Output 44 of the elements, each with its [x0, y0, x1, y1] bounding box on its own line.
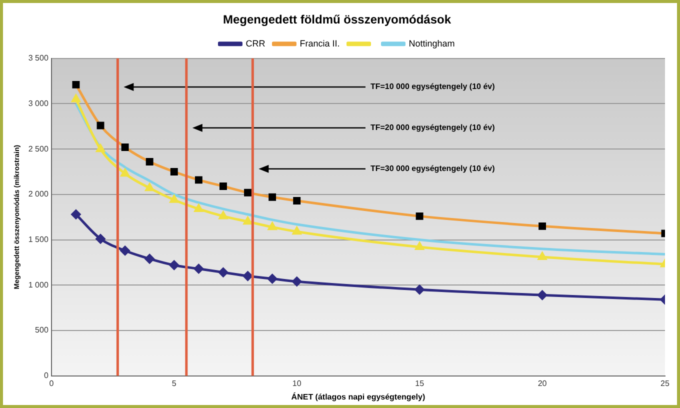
point [145, 183, 154, 192]
y-tick-label: 2 000 [28, 190, 49, 199]
point [194, 204, 203, 212]
y-tick-label: 1 000 [28, 280, 49, 290]
x-tick-label: 5 [172, 378, 177, 388]
point [120, 246, 130, 256]
point [169, 260, 179, 270]
x-tick-label: 10 [292, 378, 302, 388]
legend-label: Francia II. [300, 38, 340, 48]
point [414, 284, 424, 294]
y-tick-label: 2 500 [28, 144, 49, 154]
legend-label: Nottingham [408, 38, 455, 48]
point [538, 290, 548, 300]
chart-title: Megengedett földmű összenyomódások [222, 12, 452, 27]
point [243, 216, 252, 225]
point [268, 274, 278, 284]
point [268, 222, 277, 230]
annotation: TF=10 000 egységtengely (10 év) [370, 82, 496, 92]
y-tick-label: 1 500 [28, 234, 49, 244]
point [292, 276, 302, 286]
x-tick-label: 25 [660, 378, 670, 388]
point [96, 144, 105, 152]
point [538, 252, 547, 260]
point [194, 264, 204, 274]
point [144, 254, 154, 264]
point [96, 234, 106, 244]
annotation: TF=30 000 egységtengely (10 év) [370, 164, 496, 174]
legend-label: CRR [246, 38, 266, 48]
x-axis-title: ÁNET (átlagos napi egységtengely) [291, 391, 426, 402]
point [72, 94, 80, 102]
point [218, 211, 228, 220]
x-tick-label: 20 [538, 378, 548, 388]
y-tick-label: 3 000 [28, 98, 49, 108]
point [292, 226, 302, 235]
point [120, 168, 130, 177]
point [218, 268, 228, 278]
point [243, 271, 253, 281]
annotation: TF=20 000 egységtengely (10 év) [370, 123, 496, 132]
point [71, 210, 81, 220]
y-tick-label: 0 [44, 371, 49, 380]
y-tick-label: 500 [35, 326, 49, 335]
point [415, 242, 424, 250]
y-tick-label: 3 500 [28, 54, 49, 63]
x-tick-label: 15 [415, 378, 425, 388]
